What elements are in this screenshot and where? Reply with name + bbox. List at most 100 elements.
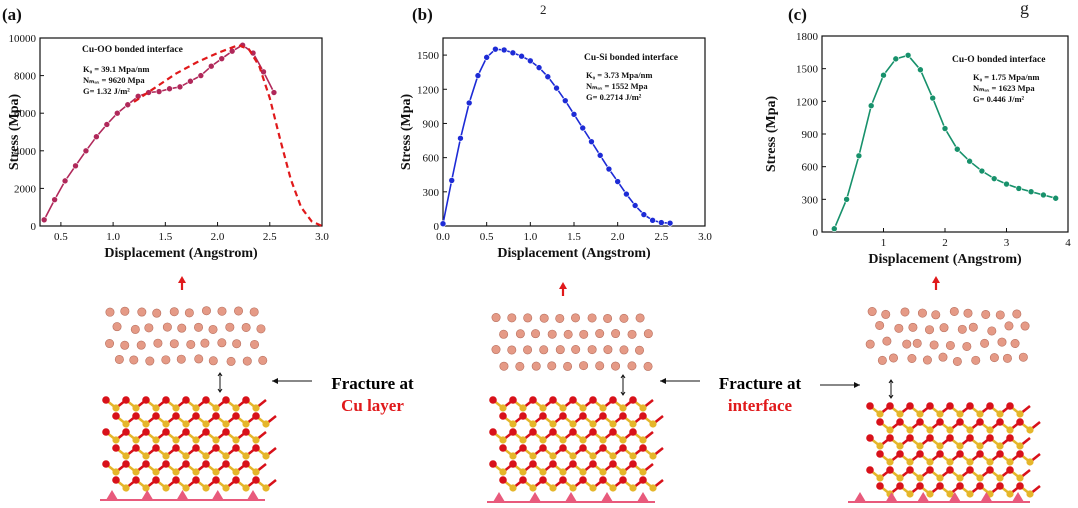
- cu-atom: [907, 354, 917, 364]
- si-atom: [629, 484, 637, 492]
- si-atom: [976, 474, 984, 482]
- structures-group: [100, 276, 1041, 503]
- cu-atom: [555, 345, 565, 355]
- si-atom: [589, 420, 597, 428]
- cu-atom: [971, 355, 981, 365]
- cu-atom: [242, 356, 252, 366]
- cu-atom: [499, 329, 509, 339]
- o-atom: [202, 396, 210, 404]
- data-point: [880, 71, 887, 79]
- o-atom: [876, 482, 884, 490]
- y-tick-label: 8000: [14, 71, 37, 83]
- cu-atom: [161, 355, 171, 365]
- o-atom: [182, 428, 190, 436]
- si-atom: [559, 436, 567, 444]
- si-atom: [996, 442, 1004, 450]
- cu-atom: [900, 307, 910, 317]
- o-atom: [232, 444, 240, 452]
- o-atom: [122, 428, 130, 436]
- x-tick-label: 2.0: [211, 231, 225, 243]
- cu-atom: [249, 307, 259, 317]
- si-atom: [629, 452, 637, 460]
- o-atom: [579, 444, 587, 452]
- cu-atom: [507, 313, 517, 323]
- si-atom: [509, 452, 517, 460]
- cu-atom: [169, 339, 179, 349]
- chart-title: Cu-OO bonded interface: [82, 45, 183, 55]
- y-tick-label: 1200: [417, 84, 440, 96]
- si-atom: [499, 404, 507, 412]
- x-tick-label: 3.0: [698, 231, 712, 243]
- o-atom: [529, 460, 537, 468]
- data-point: [579, 124, 587, 132]
- data-point: [1040, 191, 1047, 199]
- o-atom: [489, 396, 497, 404]
- data-point: [176, 83, 184, 91]
- cu-atom: [595, 329, 605, 339]
- si-atom: [609, 484, 617, 492]
- data-point: [596, 152, 604, 159]
- o-atom: [112, 444, 120, 452]
- o-atom: [232, 412, 240, 420]
- si-atom: [986, 426, 994, 434]
- data-point: [1003, 180, 1010, 188]
- si-atom: [519, 436, 527, 444]
- si-atom: [906, 490, 914, 498]
- data-point: [457, 134, 464, 142]
- y-tick-label: 900: [802, 129, 819, 141]
- si-atom: [916, 474, 924, 482]
- fracture-line2: Cu layer: [341, 396, 404, 415]
- cu-atom: [208, 356, 218, 366]
- gap-arrow: [620, 374, 626, 379]
- si-atom: [569, 484, 577, 492]
- cu-atom: [491, 313, 501, 323]
- o-atom: [162, 396, 170, 404]
- si-atom: [579, 404, 587, 412]
- si-atom: [649, 420, 657, 428]
- si-atom: [499, 468, 507, 476]
- cu-atom: [981, 309, 991, 319]
- data-point: [103, 121, 111, 128]
- data-point: [270, 89, 278, 96]
- si-atom: [589, 484, 597, 492]
- cu-atom: [1012, 309, 1022, 319]
- o-atom: [539, 412, 547, 420]
- si-atom: [1006, 458, 1014, 466]
- si-atom: [876, 474, 884, 482]
- o-atom: [122, 460, 130, 468]
- o-atom: [202, 428, 210, 436]
- si-atom: [996, 410, 1004, 418]
- o-atom: [1016, 450, 1024, 458]
- si-atom: [529, 484, 537, 492]
- o-atom: [609, 460, 617, 468]
- si-atom: [599, 436, 607, 444]
- cu-atom: [587, 313, 597, 323]
- x-tick-label: 2.0: [611, 231, 625, 243]
- y-tick-label: 2000: [14, 183, 37, 195]
- cu-atom: [989, 353, 999, 363]
- si-atom: [549, 420, 557, 428]
- panel-letter: (b): [412, 5, 433, 24]
- o-atom: [589, 460, 597, 468]
- si-atom: [946, 426, 954, 434]
- o-atom: [539, 444, 547, 452]
- o-atom: [896, 482, 904, 490]
- substrate-anchor: [529, 492, 541, 502]
- y-tick-label: 300: [423, 187, 440, 199]
- o-atom: [579, 476, 587, 484]
- fracture-line1: Fracture at: [331, 374, 414, 393]
- gap-arrow: [888, 379, 894, 384]
- o-atom: [222, 428, 230, 436]
- fracture-label-interface: Fracture at interface: [690, 373, 830, 417]
- data-point: [527, 57, 534, 65]
- si-atom: [956, 410, 964, 418]
- si-atom: [252, 468, 260, 476]
- y-axis-label: Stress (Mpa): [399, 93, 414, 170]
- data-point: [72, 162, 79, 170]
- o-atom: [936, 418, 944, 426]
- o-atom: [966, 402, 974, 410]
- o-atom: [609, 396, 617, 404]
- si-atom: [132, 404, 140, 412]
- si-atom: [886, 458, 894, 466]
- substrate-anchor: [106, 490, 118, 500]
